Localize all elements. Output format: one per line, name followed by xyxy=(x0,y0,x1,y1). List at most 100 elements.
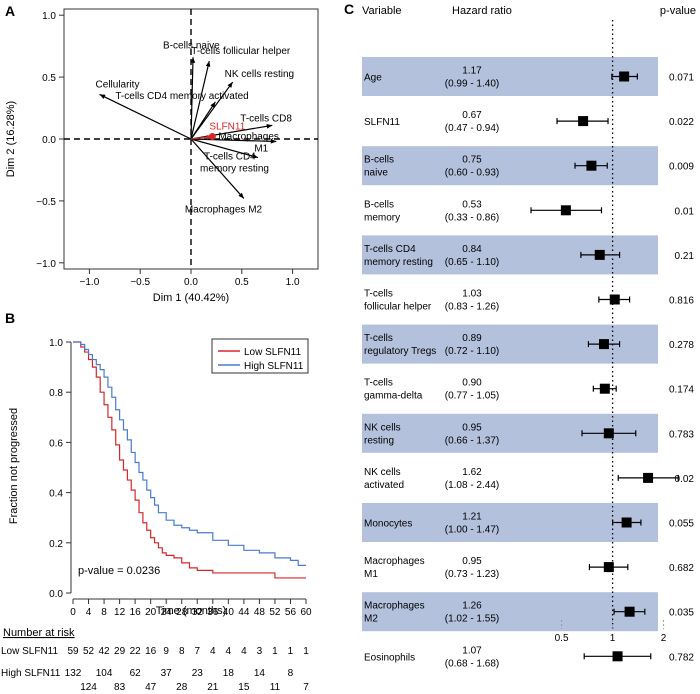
forest-hr-point xyxy=(612,651,623,662)
forest-rows: Age 1.17 (0.99 - 1.40) 0.071 SLFN11 0.67 (0.47… xyxy=(364,66,694,670)
pca-ytick-label: 0.5 xyxy=(42,73,56,84)
forest-variable: T-cells CD4 xyxy=(364,244,416,255)
forest-variable: B-cells xyxy=(364,155,394,166)
pca-vector-label: NK cells resting xyxy=(225,69,294,80)
forest-hr-point xyxy=(643,472,654,483)
pca-vector-head xyxy=(99,94,106,99)
risk-table: Number at risk Low SLFN11 59 52 42 29 22 16 9 8 7… xyxy=(1,627,309,693)
risk-value: 4 xyxy=(210,646,216,657)
km-ytick-label: 0.2 xyxy=(49,539,63,550)
forest-variable: Age xyxy=(364,73,382,84)
forest-bands xyxy=(362,57,658,632)
risk-value: 8 xyxy=(179,646,185,657)
pca-xtick-label: −0.5 xyxy=(130,277,150,288)
forest-hr-text: 0.67 xyxy=(462,110,482,121)
risk-value: 1 xyxy=(288,646,294,657)
pca-vector-label: T-cells CD4 xyxy=(204,152,256,163)
risk-value: 28 xyxy=(176,682,188,693)
pca-vector xyxy=(190,57,194,140)
forest-variable: naive xyxy=(364,168,388,179)
km-legend-box xyxy=(211,338,309,374)
forest-ci-text: (1.08 - 2.44) xyxy=(445,480,499,491)
forest-band xyxy=(362,146,658,186)
risk-value: 47 xyxy=(145,682,157,693)
forest-hr-text: 1.62 xyxy=(462,467,482,478)
pca-vector-label: Macrophages xyxy=(218,131,279,142)
forest-ci-text: (1.00 - 1.47) xyxy=(445,525,499,536)
forest-variable: T-cells xyxy=(364,289,393,300)
forest-ci-text: (0.72 - 1.10) xyxy=(445,346,499,357)
forest-hr-point xyxy=(586,160,597,171)
forest-variable: NK cells xyxy=(364,422,401,433)
km-legend-label: Low SLFN11 xyxy=(244,347,302,358)
pca-vector-head xyxy=(227,82,233,88)
forest-hr-point xyxy=(599,339,610,350)
risk-value: 42 xyxy=(99,646,111,657)
km-xtick-label: 0 xyxy=(70,607,76,618)
pca-vector-label: B-cells naive xyxy=(163,40,220,51)
forest-hr-text: 1.03 xyxy=(462,289,482,300)
forest-band xyxy=(362,592,658,632)
pca-ytick-label: 0.0 xyxy=(42,135,56,146)
forest-hr-text: 1.07 xyxy=(462,645,482,656)
forest-variable: B-cells xyxy=(364,199,394,210)
forest-hr-point xyxy=(560,205,571,216)
risk-value: 15 xyxy=(238,682,250,693)
forest-hr-text: 1.26 xyxy=(462,601,482,612)
forest-pvalue: 0.009 xyxy=(669,162,694,173)
pca-vector-head xyxy=(252,153,259,159)
pca-vector-label: T-cells CD4 memory activated xyxy=(115,91,248,102)
forest-axis: 0.5 1 2 xyxy=(555,620,667,644)
pca-ytick-label: −1.0 xyxy=(36,259,56,270)
pca-vector xyxy=(190,124,273,140)
forest-hr-point xyxy=(578,116,589,127)
panel-label-c: C xyxy=(344,1,354,17)
forest-hr-text: 0.95 xyxy=(462,422,482,433)
forest-ci-text: (0.60 - 0.93) xyxy=(445,168,499,179)
km-xtick-label: 24 xyxy=(161,607,173,618)
forest-hr-point xyxy=(621,517,632,528)
pca-highlight-label: SLFN11 xyxy=(209,122,245,133)
risk-value: 1 xyxy=(303,646,309,657)
risk-value: 4 xyxy=(241,646,247,657)
forest-band xyxy=(362,503,658,542)
risk-value: 4 xyxy=(226,646,232,657)
forest-band xyxy=(362,57,658,96)
risk-value: 1 xyxy=(272,646,278,657)
forest-variable: Macrophages xyxy=(364,556,425,567)
forest-xtick-label: 1 xyxy=(610,633,616,644)
risk-value: 21 xyxy=(207,682,219,693)
forest-pvalue: 0.278 xyxy=(669,340,694,351)
pca-vector-head xyxy=(205,61,211,67)
forest-variable: resting xyxy=(364,435,394,446)
risk-value: 23 xyxy=(192,668,204,679)
forest-hr-point xyxy=(609,294,620,305)
forest-ci-text: (0.47 - 0.94) xyxy=(445,123,499,134)
forest-hr-point xyxy=(624,606,635,617)
pca-vector-label: M1 xyxy=(254,143,268,154)
forest-variable: Eosinophils xyxy=(364,652,415,663)
forest-xtick-label: 0.5 xyxy=(555,633,569,644)
pca-vector-label: Macrophages M2 xyxy=(185,204,263,215)
pca-vector xyxy=(99,93,192,140)
forest-hr-text: 0.84 xyxy=(462,244,482,255)
pca-vector-label: T-cells CD8 xyxy=(240,113,292,124)
risk-value: 18 xyxy=(223,668,235,679)
km-xtick-label: 40 xyxy=(223,607,235,618)
km-axis-ticks: 0.00.20.40.60.81.00 4 8 12 16 20 24 28 32 36 40 44 4… xyxy=(49,338,312,618)
pca-ylabel: Dim 2 (16.28%) xyxy=(5,101,17,177)
risk-value: 3 xyxy=(257,646,263,657)
km-ytick-label: 0.8 xyxy=(49,388,63,399)
forest-hr-text: 0.75 xyxy=(462,155,482,166)
forest-variable: gamma-delta xyxy=(364,391,423,402)
forest-pvalue: 0.682 xyxy=(669,563,694,574)
km-ylabel: Fraction not progressed xyxy=(8,408,20,524)
pca-vector xyxy=(190,60,210,140)
forest-hr-text: 1.21 xyxy=(462,512,482,523)
pca-vector-head xyxy=(266,123,273,129)
risk-value: 8 xyxy=(288,668,294,679)
forest-variable: follicular helper xyxy=(364,302,432,313)
km-xtick-label: 52 xyxy=(269,607,281,618)
forest-variable: activated xyxy=(364,480,404,491)
